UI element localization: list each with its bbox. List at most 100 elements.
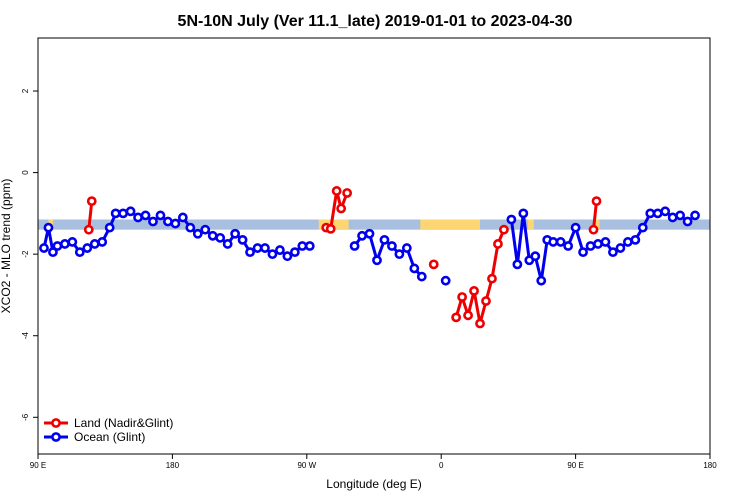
y-tick-label: -4 [21, 332, 30, 340]
data-point [585, 241, 596, 251]
data-point [593, 239, 603, 249]
data-point [379, 234, 390, 245]
data-point [170, 218, 181, 229]
data-point [177, 212, 188, 223]
plot-frame [37, 37, 711, 455]
chart-title: 5N-10N July (Ver 11.1_late) 2019-01-01 t… [178, 13, 573, 30]
data-point [563, 241, 574, 251]
data-point [416, 271, 427, 282]
x-axis-label: Longitude (deg E) [326, 477, 421, 491]
x-tick-label: 90 E [567, 461, 583, 470]
data-point [39, 243, 49, 253]
data-point [207, 230, 218, 241]
data-point [637, 222, 648, 233]
data-point [325, 223, 336, 234]
data-point [192, 228, 203, 239]
axes: 90 E 180 90 W 0 90 E 180 2 0 -2 -4 -6 [21, 88, 717, 470]
data-point [600, 237, 611, 247]
legend-marker [51, 432, 61, 442]
data-point [615, 243, 626, 253]
data-point [518, 208, 529, 219]
legend-marker [51, 418, 61, 428]
data-point [493, 239, 503, 249]
data-point [67, 237, 78, 247]
data-point [43, 222, 54, 233]
data-point [155, 210, 166, 221]
data-point [74, 247, 85, 258]
data-point [252, 243, 263, 253]
data-point [499, 224, 509, 235]
data-point [342, 188, 353, 198]
data-point [652, 208, 663, 219]
data-point [481, 296, 491, 306]
data-point [275, 245, 285, 255]
data-point [245, 247, 255, 258]
data-point [512, 259, 523, 270]
data-point [185, 222, 196, 233]
legend: Land (Nadir&Glint)Ocean (Glint) [44, 416, 173, 444]
data-point [282, 251, 293, 262]
data-point [86, 196, 97, 207]
data-point [331, 186, 342, 196]
data-point [570, 222, 581, 233]
data-point [349, 241, 360, 251]
data-point [140, 210, 151, 221]
x-tick-label: 180 [166, 461, 180, 470]
plot-area [38, 186, 710, 329]
data-point [215, 232, 226, 243]
data-point [630, 234, 641, 245]
data-point [409, 263, 420, 274]
data-point [645, 208, 656, 219]
data-point [163, 216, 173, 227]
data-point [475, 318, 485, 329]
data-point [110, 208, 121, 219]
y-tick-label: -6 [21, 413, 30, 421]
data-point [463, 310, 473, 321]
data-point [118, 208, 129, 219]
data-point [48, 247, 58, 258]
x-tick-label: 90 W [297, 461, 316, 470]
series-ocean [39, 206, 700, 286]
data-point [104, 222, 115, 233]
legend-label: Ocean (Glint) [74, 430, 145, 444]
x-tick-label: 90 E [30, 461, 46, 470]
data-point [591, 196, 602, 207]
data-point [451, 312, 462, 323]
data-point [667, 212, 678, 223]
data-point [133, 212, 143, 223]
data-point [148, 216, 158, 227]
data-point [222, 239, 233, 249]
data-point [578, 247, 588, 258]
data-point [457, 292, 468, 302]
reference-band [38, 219, 710, 230]
data-point [675, 210, 686, 221]
legend-label: Land (Nadir&Glint) [74, 416, 173, 430]
data-point [394, 249, 405, 260]
y-tick-label: -2 [21, 250, 30, 258]
data-point [487, 273, 497, 284]
data-point [230, 228, 241, 239]
land-mask-patch [420, 219, 481, 230]
data-point [336, 203, 347, 214]
data-point [97, 237, 108, 247]
data-point [608, 247, 618, 258]
x-tick-label: 180 [703, 461, 717, 470]
data-point [289, 247, 300, 258]
data-point [530, 251, 541, 262]
land-mask-patch [318, 219, 349, 230]
data-point [682, 216, 693, 227]
data-point [506, 214, 517, 225]
data-point [357, 230, 367, 241]
data-point [548, 237, 559, 247]
data-point [387, 241, 397, 251]
data-point [690, 210, 700, 221]
data-point [401, 243, 412, 253]
data-point [260, 243, 270, 253]
data-point [125, 206, 136, 217]
land-mask-patch [527, 219, 534, 230]
data-point [267, 249, 278, 260]
data-point [588, 224, 599, 235]
data-point [372, 255, 382, 266]
data-point [469, 285, 479, 296]
